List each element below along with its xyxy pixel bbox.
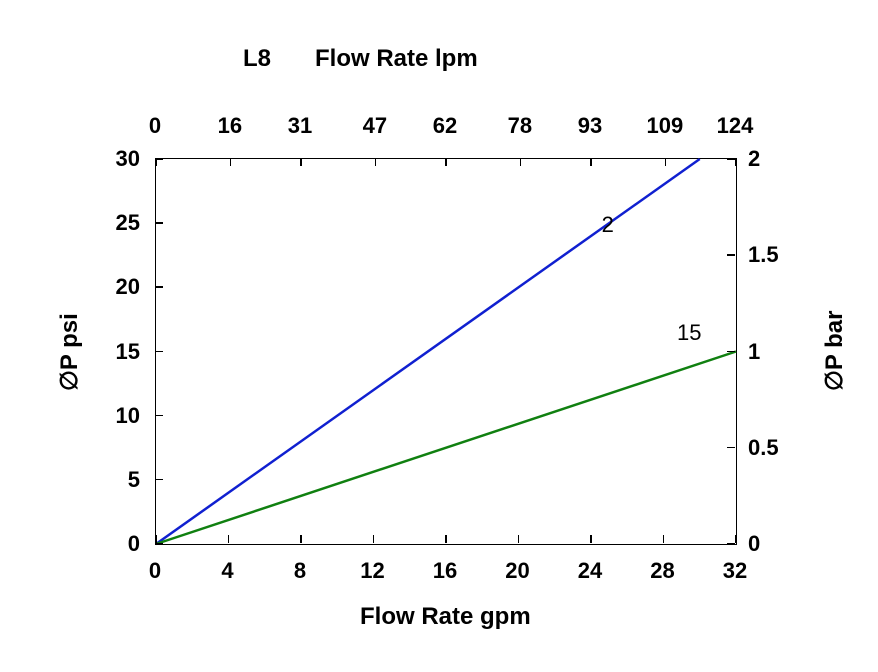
- axis-tick: [663, 535, 665, 543]
- axis-tick: [155, 535, 157, 543]
- tick-label: 62: [405, 113, 485, 139]
- series-2-annotation: 2: [602, 212, 614, 238]
- axis-tick: [155, 543, 163, 545]
- axis-tick: [373, 535, 375, 543]
- tick-label: 124: [695, 113, 775, 139]
- tick-label: 0: [748, 531, 823, 557]
- axis-tick: [727, 254, 735, 256]
- axis-tick: [445, 158, 447, 166]
- x-axis-bottom-label: Flow Rate gpm: [360, 603, 531, 631]
- axis-tick: [228, 535, 230, 543]
- plot-svg: [156, 159, 736, 544]
- chart-title-l8: L8: [243, 45, 271, 73]
- axis-tick: [590, 158, 592, 166]
- axis-tick: [727, 543, 735, 545]
- tick-label: 15: [65, 339, 140, 365]
- axis-tick: [590, 535, 592, 543]
- axis-tick: [155, 158, 163, 160]
- tick-label: 31: [260, 113, 340, 139]
- tick-label: 2: [748, 146, 823, 172]
- tick-label: 78: [480, 113, 560, 139]
- axis-tick: [230, 158, 232, 166]
- tick-label: 1: [748, 339, 823, 365]
- tick-label: 16: [405, 558, 485, 584]
- tick-label: 5: [65, 467, 140, 493]
- axis-tick: [518, 535, 520, 543]
- axis-tick: [727, 158, 735, 160]
- y-axis-right-label: ∅P bar: [820, 310, 849, 391]
- axis-tick: [665, 158, 667, 166]
- axis-tick: [735, 535, 737, 543]
- tick-label: 93: [550, 113, 630, 139]
- axis-tick: [155, 286, 163, 288]
- axis-tick: [520, 158, 522, 166]
- axis-tick: [445, 535, 447, 543]
- tick-label: 1.5: [748, 242, 823, 268]
- tick-label: 20: [65, 274, 140, 300]
- tick-label: 0: [65, 531, 140, 557]
- axis-tick: [300, 535, 302, 543]
- tick-label: 109: [625, 113, 705, 139]
- axis-tick: [375, 158, 377, 166]
- chart-title-lpm: Flow Rate lpm: [315, 45, 478, 73]
- tick-label: 20: [478, 558, 558, 584]
- tick-label: 47: [335, 113, 415, 139]
- tick-label: 10: [65, 403, 140, 429]
- axis-tick: [300, 158, 302, 166]
- axis-tick: [155, 415, 163, 417]
- tick-label: 32: [695, 558, 775, 584]
- tick-label: 8: [260, 558, 340, 584]
- tick-label: 12: [333, 558, 413, 584]
- tick-label: 25: [65, 210, 140, 236]
- axis-tick: [727, 351, 735, 353]
- series-15-line: [156, 352, 736, 545]
- tick-label: 30: [65, 146, 140, 172]
- tick-label: 28: [623, 558, 703, 584]
- tick-label: 0: [115, 558, 195, 584]
- axis-tick: [155, 222, 163, 224]
- tick-label: 0: [115, 113, 195, 139]
- tick-label: 0.5: [748, 435, 823, 461]
- axis-tick: [155, 351, 163, 353]
- tick-label: 24: [550, 558, 630, 584]
- plot-area: [155, 158, 737, 545]
- axis-tick: [727, 447, 735, 449]
- tick-label: 4: [188, 558, 268, 584]
- axis-tick: [735, 158, 737, 166]
- tick-label: 16: [190, 113, 270, 139]
- series-2-line: [156, 159, 700, 544]
- series-15-annotation: 15: [677, 320, 701, 346]
- axis-tick: [155, 479, 163, 481]
